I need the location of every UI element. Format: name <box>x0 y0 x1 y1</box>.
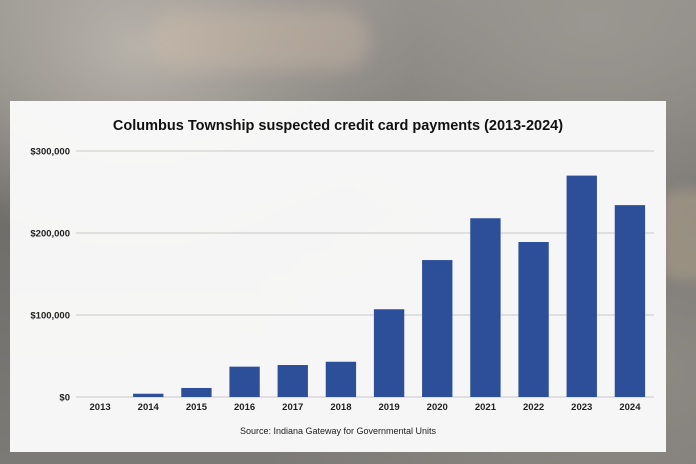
x-tick-label: 2013 <box>90 402 111 413</box>
y-axis-ticks: $0 $100,000 $200,000 $300,000 <box>30 147 70 404</box>
x-tick-label: 2023 <box>571 402 592 413</box>
background-card-edge <box>660 190 696 280</box>
bar-2020 <box>422 260 453 397</box>
y-tick-label: $100,000 <box>30 311 70 322</box>
bar-2024 <box>614 205 646 397</box>
bars <box>133 175 646 397</box>
bar-2014 <box>133 393 164 397</box>
bar-2018 <box>325 361 357 397</box>
x-tick-label: 2014 <box>138 402 160 413</box>
x-tick-label: 2024 <box>619 402 641 413</box>
y-tick-label: $0 <box>59 393 70 404</box>
bar-2022 <box>518 242 549 397</box>
x-tick-label: 2016 <box>234 402 255 413</box>
bar-2016 <box>229 366 260 397</box>
y-tick-label: $200,000 <box>30 229 70 240</box>
y-tick-label: $300,000 <box>30 147 70 158</box>
chart-plot: $0$100,000$200,000$300,000 2013 2014 2015 2… <box>30 147 654 413</box>
x-tick-label: 2018 <box>330 402 351 413</box>
bar-2021 <box>470 218 501 397</box>
gridlines <box>76 150 654 398</box>
x-tick-label: 2015 <box>186 402 208 413</box>
bar-2017 <box>277 365 308 397</box>
chart-source-note: Source: Indiana Gateway for Governmental… <box>239 426 437 436</box>
x-tick-label: 2017 <box>282 402 303 413</box>
x-tick-label: 2022 <box>523 402 544 413</box>
x-axis-ticks: 2013 2014 2015 2016 2017 2018 2019 2020 2021 2022… <box>90 402 642 413</box>
background-card-digits <box>150 10 370 70</box>
x-tick-label: 2019 <box>379 402 400 413</box>
chart-title: Columbus Township suspected credit card … <box>112 118 564 134</box>
x-tick-label: 2021 <box>475 402 497 413</box>
x-tick-label: 2020 <box>427 402 448 413</box>
bar-2023 <box>566 175 597 397</box>
chart-panel: Columbus Township suspected credit card … <box>10 101 666 452</box>
bar-2015 <box>181 387 212 397</box>
bar-2019 <box>373 309 405 397</box>
